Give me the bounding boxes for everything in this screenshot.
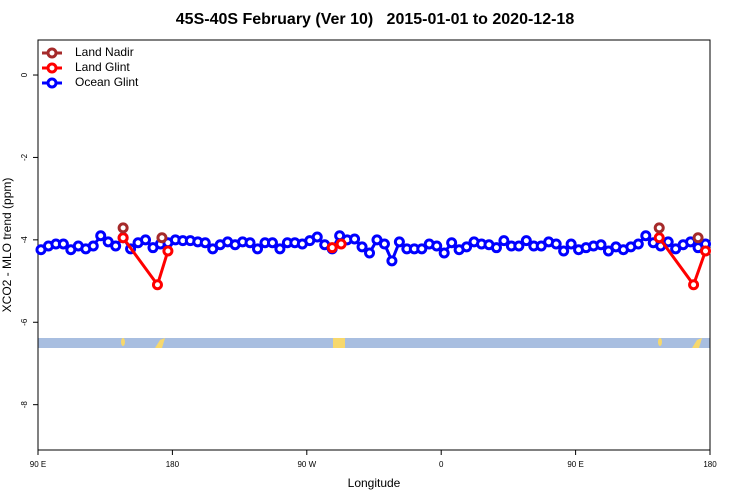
data-point [520, 235, 532, 247]
data-point [393, 236, 405, 248]
data-point [700, 245, 712, 257]
y-tick-label: 0 [20, 72, 29, 77]
data-point [692, 232, 704, 244]
series [117, 222, 704, 244]
x-tick-label: 0 [439, 460, 444, 469]
x-tick-label: 180 [703, 460, 717, 469]
legend-marker [46, 62, 58, 74]
x-axis-label: Longitude [348, 476, 401, 490]
data-point [356, 241, 368, 253]
chart-title: 45S-40S February (Ver 10) 2015-01-01 to … [176, 11, 575, 28]
map-strip [38, 338, 710, 348]
data-point [640, 230, 652, 242]
data-point [378, 238, 390, 250]
data-point [461, 241, 473, 253]
land-patch [155, 338, 165, 348]
series [117, 232, 712, 291]
data-point [653, 232, 665, 244]
data-point [386, 255, 398, 267]
data-point [110, 240, 122, 252]
land-patch [333, 338, 345, 348]
data-point [117, 222, 129, 234]
data-point [266, 237, 278, 249]
data-point [446, 237, 458, 249]
data-point [252, 243, 264, 255]
data-point [632, 238, 644, 250]
legend-label: Ocean Glint [75, 75, 139, 89]
data-point [558, 245, 570, 257]
y-tick-label: -6 [20, 318, 29, 326]
x-tick-label: 180 [166, 460, 180, 469]
data-point [151, 279, 163, 291]
y-tick-label: -4 [20, 236, 29, 244]
x-tick-label: 90 W [297, 460, 316, 469]
data-point [326, 242, 338, 254]
x-tick-label: 90 E [567, 460, 583, 469]
ocean-strip [38, 338, 710, 348]
data-point [653, 222, 665, 234]
data-point [688, 279, 700, 291]
legend-label: Land Nadir [75, 45, 134, 59]
legend-marker [46, 77, 58, 89]
data-point [162, 245, 174, 257]
data-point [438, 247, 450, 259]
data-point [565, 238, 577, 250]
data-point [513, 240, 525, 252]
data-point [431, 240, 443, 252]
data-point [349, 233, 361, 245]
data-point [199, 237, 211, 249]
data-point [117, 232, 129, 244]
data-point [140, 234, 152, 246]
data-point [364, 247, 376, 259]
legend-marker [46, 47, 58, 59]
land-patch [692, 338, 702, 348]
x-tick-label: 90 E [30, 460, 46, 469]
data-point [274, 243, 286, 255]
data-point [95, 230, 107, 242]
data-point [550, 238, 562, 250]
data-point [156, 232, 168, 244]
y-tick-label: -2 [20, 153, 29, 161]
data-point [595, 239, 607, 251]
land-patch [121, 338, 125, 346]
data-point [57, 238, 69, 250]
data-point [311, 231, 323, 243]
data-point [335, 238, 347, 250]
data-point [662, 236, 674, 248]
y-axis-label: XCO2 - MLO trend (ppm) [0, 178, 14, 313]
y-tick-label: -8 [20, 401, 29, 409]
data-point [244, 237, 256, 249]
data-point [490, 242, 502, 254]
land-patch [658, 338, 662, 346]
legend-label: Land Glint [75, 60, 130, 74]
data-point [416, 243, 428, 255]
data-point [87, 240, 99, 252]
data-point [498, 235, 510, 247]
